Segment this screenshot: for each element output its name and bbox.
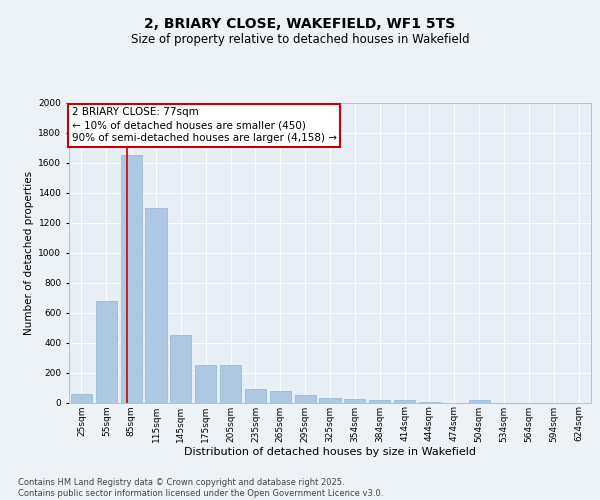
Text: 2 BRIARY CLOSE: 77sqm
← 10% of detached houses are smaller (450)
90% of semi-det: 2 BRIARY CLOSE: 77sqm ← 10% of detached … [71,107,337,144]
Y-axis label: Number of detached properties: Number of detached properties [24,170,34,334]
Bar [319,398,341,402]
Text: Size of property relative to detached houses in Wakefield: Size of property relative to detached ho… [131,32,469,46]
Bar [96,300,117,402]
Bar [469,400,490,402]
Text: Contains HM Land Registry data © Crown copyright and database right 2025.
Contai: Contains HM Land Registry data © Crown c… [18,478,383,498]
Bar [195,365,216,403]
Bar [245,389,266,402]
Bar [145,208,167,402]
Bar [220,365,241,403]
Bar [71,394,92,402]
Bar [394,400,415,402]
Bar [369,400,390,402]
Bar [270,390,291,402]
Bar [170,335,191,402]
X-axis label: Distribution of detached houses by size in Wakefield: Distribution of detached houses by size … [184,447,476,457]
Text: 2, BRIARY CLOSE, WAKEFIELD, WF1 5TS: 2, BRIARY CLOSE, WAKEFIELD, WF1 5TS [145,18,455,32]
Bar [344,399,365,402]
Bar [121,155,142,402]
Bar [295,395,316,402]
